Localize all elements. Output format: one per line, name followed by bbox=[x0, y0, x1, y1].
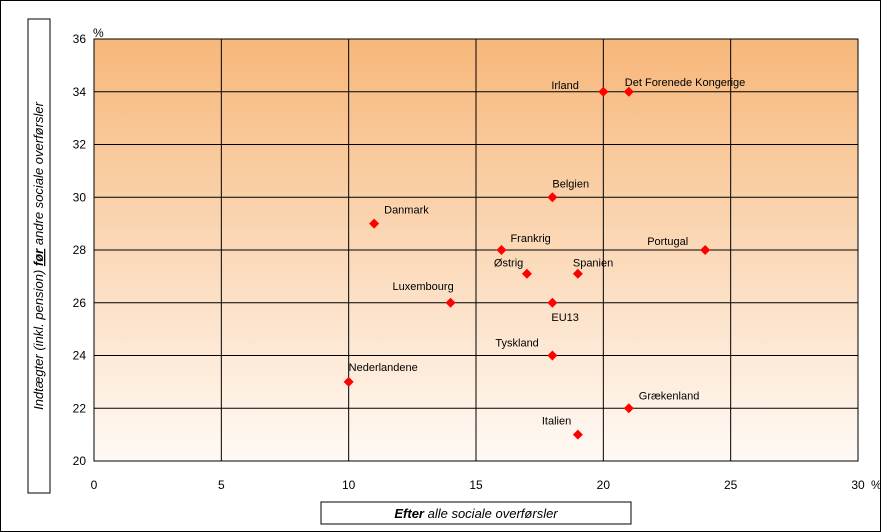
y-tick-label: 30 bbox=[73, 190, 87, 204]
y-tick-label: 26 bbox=[73, 296, 87, 310]
grid-lines bbox=[93, 38, 859, 462]
y-axis-title-post: andre sociale overførsler bbox=[31, 101, 46, 248]
data-label: Italien bbox=[542, 416, 571, 428]
data-point bbox=[623, 403, 634, 414]
data-label: Irland bbox=[551, 80, 579, 92]
y-tick-label: 28 bbox=[73, 243, 87, 257]
data-label: Frankrig bbox=[510, 233, 550, 245]
data-label: Det Forenede Kongerige bbox=[625, 77, 745, 89]
data-label: Luxembourg bbox=[393, 281, 454, 293]
x-axis-title-bold: Efter bbox=[394, 506, 425, 521]
data-point bbox=[572, 268, 583, 279]
data-point bbox=[445, 297, 456, 308]
data-point bbox=[369, 218, 380, 229]
data-point bbox=[343, 376, 354, 387]
data-point bbox=[496, 245, 507, 255]
data-point bbox=[623, 86, 634, 97]
data-point bbox=[700, 245, 711, 255]
x-tick-label: 0 bbox=[91, 478, 98, 492]
data-label: Grækenland bbox=[639, 390, 700, 402]
y-tick-labels: 20 22 24 26 28 30 32 34 36 bbox=[73, 32, 87, 468]
data-label: Østrig bbox=[494, 258, 523, 270]
data-point bbox=[521, 268, 532, 279]
y-tick-label: 32 bbox=[73, 138, 87, 152]
y-tick-label: 22 bbox=[73, 401, 87, 415]
x-tick-label: 15 bbox=[469, 478, 483, 492]
data-point bbox=[547, 350, 558, 361]
data-point bbox=[547, 297, 558, 308]
y-axis-title-box bbox=[27, 18, 51, 494]
y-axis-title-emph: før bbox=[31, 248, 46, 266]
x-unit-label: % bbox=[871, 478, 880, 492]
data-label: Portugal bbox=[647, 236, 688, 248]
data-label: EU13 bbox=[551, 312, 579, 324]
x-tick-label: 5 bbox=[218, 478, 225, 492]
x-tick-label: 25 bbox=[724, 478, 738, 492]
data-point bbox=[572, 429, 583, 440]
x-tick-label: 30 bbox=[851, 478, 865, 492]
data-label: Danmark bbox=[384, 205, 429, 217]
data-labels: Irland Det Forenede Kongerige Belgien Danma… bbox=[349, 77, 746, 428]
y-tick-label: 34 bbox=[73, 85, 87, 99]
data-label: Tyskland bbox=[495, 338, 538, 350]
x-tick-labels: 0 5 10 15 20 25 30 bbox=[91, 478, 865, 492]
data-point bbox=[547, 192, 558, 203]
y-axis-title: Indtægter (inkl. pension) før andre soci… bbox=[31, 101, 46, 409]
y-tick-label: 36 bbox=[73, 32, 87, 46]
data-label: Nederlandene bbox=[349, 362, 418, 374]
y-axis-title-pre: Indtægter (inkl. pension) bbox=[31, 266, 46, 410]
data-label: Spanien bbox=[573, 258, 613, 270]
data-points bbox=[343, 86, 711, 440]
y-unit-label: % bbox=[93, 26, 104, 40]
x-axis-title: Efter alle sociale overførsler bbox=[394, 506, 558, 521]
y-tick-label: 24 bbox=[73, 349, 87, 363]
x-tick-label: 10 bbox=[342, 478, 356, 492]
data-label: Belgien bbox=[552, 178, 589, 190]
y-tick-label: 20 bbox=[73, 454, 87, 468]
x-axis-title-box bbox=[320, 501, 632, 525]
x-tick-label: 20 bbox=[597, 478, 611, 492]
data-point bbox=[598, 86, 609, 97]
x-axis-title-rest: alle sociale overførsler bbox=[424, 506, 558, 521]
